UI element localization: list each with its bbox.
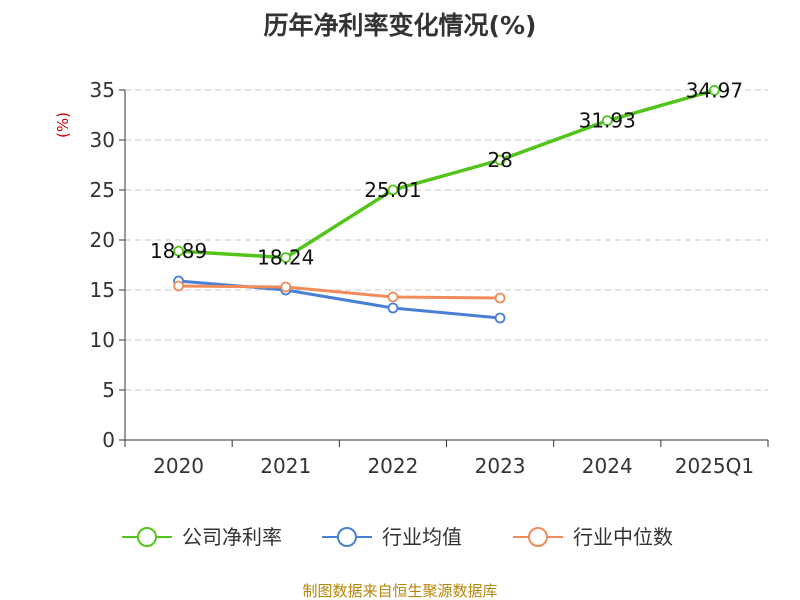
x-tick-label: 2024 bbox=[582, 454, 633, 478]
legend-marker-icon bbox=[528, 527, 548, 547]
x-tick-label: 2021 bbox=[260, 454, 311, 478]
y-tick-label: 0 bbox=[102, 428, 115, 452]
legend-label: 公司净利率 bbox=[182, 525, 282, 549]
legend-item-0[interactable]: 公司净利率 bbox=[122, 525, 282, 549]
y-axis-unit: (%) bbox=[54, 112, 72, 138]
x-tick-label: 2022 bbox=[367, 454, 418, 478]
legend[interactable]: 公司净利率 行业均值 行业中位数 bbox=[122, 525, 673, 549]
axes: 0 5 10 15 20 25 30 35 2020 2021 2022 2023 2024 2025Q1 bbox=[90, 78, 769, 478]
data-label: 18.24 bbox=[257, 246, 314, 270]
chart-title: 历年净利率变化情况(%) bbox=[264, 11, 537, 40]
data-point[interactable] bbox=[387, 302, 399, 314]
legend-marker-icon bbox=[337, 527, 357, 547]
series-line-0 bbox=[178, 88, 715, 260]
legend-label: 行业中位数 bbox=[573, 525, 673, 549]
y-tick-label: 35 bbox=[90, 78, 115, 102]
series-line-2 bbox=[178, 284, 501, 300]
y-tick-label: 25 bbox=[90, 178, 115, 202]
data-point[interactable] bbox=[173, 245, 184, 257]
y-tick-label: 20 bbox=[90, 228, 115, 252]
x-tick-label: 2020 bbox=[153, 454, 204, 478]
legend-label: 行业均值 bbox=[382, 525, 462, 549]
y-tick-label: 15 bbox=[90, 278, 115, 302]
series-group bbox=[173, 84, 720, 324]
legend-marker-icon bbox=[137, 527, 157, 547]
y-tick-label: 10 bbox=[90, 328, 115, 352]
legend-item-2[interactable]: 行业中位数 bbox=[513, 525, 673, 549]
data-point[interactable] bbox=[709, 84, 720, 96]
source-footer: 制图数据来自恒生聚源数据库 bbox=[302, 582, 497, 600]
data-point[interactable] bbox=[173, 280, 184, 292]
data-point[interactable] bbox=[494, 154, 506, 166]
x-tick-label: 2025Q1 bbox=[675, 454, 754, 478]
data-point[interactable] bbox=[387, 184, 399, 196]
data-point[interactable] bbox=[280, 281, 292, 293]
data-label: 25.01 bbox=[364, 178, 421, 202]
data-label: 34.97 bbox=[686, 78, 743, 102]
data-point[interactable] bbox=[280, 252, 292, 264]
data-point[interactable] bbox=[494, 292, 506, 304]
x-tick-label: 2023 bbox=[475, 454, 526, 478]
data-point[interactable] bbox=[387, 291, 399, 303]
data-point[interactable] bbox=[601, 115, 613, 127]
data-point[interactable] bbox=[494, 312, 506, 324]
data-label: 18.89 bbox=[150, 239, 207, 263]
y-tick-label: 30 bbox=[90, 128, 115, 152]
data-label: 28 bbox=[487, 148, 512, 172]
legend-item-1[interactable]: 行业均值 bbox=[322, 525, 462, 549]
data-label: 31.93 bbox=[579, 109, 636, 133]
data-labels: 18.89 18.24 25.01 28 31.93 34.97 bbox=[150, 78, 743, 269]
grid-lines bbox=[125, 89, 768, 391]
y-tick-label: 5 bbox=[102, 378, 115, 402]
